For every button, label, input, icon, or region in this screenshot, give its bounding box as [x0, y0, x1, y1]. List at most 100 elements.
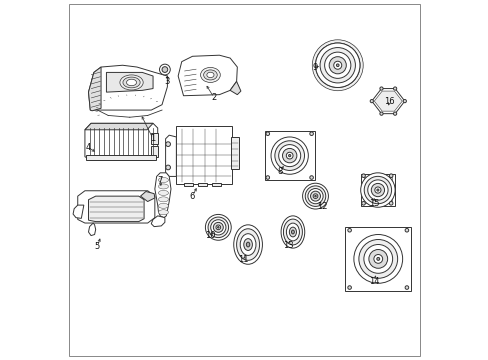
Ellipse shape [203, 70, 217, 80]
Ellipse shape [393, 87, 396, 90]
Ellipse shape [165, 165, 170, 170]
Polygon shape [151, 216, 164, 226]
Ellipse shape [291, 230, 294, 234]
Ellipse shape [369, 99, 373, 103]
Ellipse shape [324, 52, 350, 78]
Text: 2: 2 [211, 93, 216, 102]
Bar [345, 227, 410, 291]
Ellipse shape [310, 191, 320, 201]
Ellipse shape [320, 48, 355, 83]
Ellipse shape [274, 141, 304, 170]
Polygon shape [373, 91, 402, 111]
Text: 13: 13 [283, 241, 293, 250]
Ellipse shape [315, 43, 359, 87]
Ellipse shape [158, 210, 168, 215]
Text: 1: 1 [150, 134, 155, 143]
Ellipse shape [302, 183, 328, 209]
Ellipse shape [315, 43, 359, 87]
Polygon shape [78, 191, 155, 223]
Text: 14: 14 [368, 276, 379, 285]
Ellipse shape [312, 40, 363, 91]
Ellipse shape [122, 77, 140, 88]
Ellipse shape [282, 148, 296, 163]
Ellipse shape [165, 142, 170, 147]
Ellipse shape [289, 227, 296, 237]
Bar [212, 183, 221, 186]
Polygon shape [155, 173, 171, 218]
Ellipse shape [309, 132, 313, 135]
Text: 3: 3 [164, 77, 170, 86]
Polygon shape [88, 223, 96, 235]
Polygon shape [178, 55, 237, 96]
Ellipse shape [374, 187, 380, 193]
Ellipse shape [288, 154, 290, 157]
Polygon shape [165, 135, 176, 176]
Ellipse shape [265, 132, 269, 135]
Polygon shape [88, 196, 144, 222]
Text: 4: 4 [86, 143, 91, 152]
Ellipse shape [210, 220, 225, 235]
Ellipse shape [281, 216, 304, 248]
Ellipse shape [361, 174, 365, 177]
Ellipse shape [265, 176, 269, 179]
Ellipse shape [328, 57, 346, 74]
Ellipse shape [307, 189, 323, 204]
Bar [183, 183, 192, 186]
Text: 11: 11 [238, 255, 248, 264]
Ellipse shape [236, 229, 259, 260]
Polygon shape [88, 65, 167, 110]
Bar [86, 155, 156, 160]
Ellipse shape [233, 225, 262, 264]
Ellipse shape [336, 64, 338, 67]
Text: 16: 16 [384, 97, 394, 106]
Ellipse shape [207, 217, 228, 238]
Bar [151, 146, 158, 157]
Polygon shape [140, 192, 155, 202]
Ellipse shape [283, 219, 302, 245]
Polygon shape [88, 67, 101, 111]
Ellipse shape [200, 67, 220, 82]
Ellipse shape [305, 186, 325, 206]
Ellipse shape [312, 194, 317, 198]
Ellipse shape [404, 286, 408, 289]
Ellipse shape [364, 176, 391, 204]
Ellipse shape [347, 286, 351, 289]
Ellipse shape [158, 177, 168, 183]
Ellipse shape [368, 249, 387, 268]
Polygon shape [230, 81, 241, 95]
Ellipse shape [370, 183, 384, 197]
Polygon shape [106, 72, 153, 92]
Text: 12: 12 [317, 202, 327, 211]
Ellipse shape [388, 174, 392, 177]
Ellipse shape [162, 67, 167, 72]
Ellipse shape [363, 244, 392, 273]
Ellipse shape [379, 112, 382, 115]
Ellipse shape [367, 180, 387, 200]
Text: 5: 5 [95, 242, 100, 251]
Text: 15: 15 [368, 199, 379, 208]
Ellipse shape [379, 87, 382, 90]
Ellipse shape [244, 239, 252, 251]
Ellipse shape [388, 202, 392, 205]
Ellipse shape [158, 190, 168, 195]
Ellipse shape [333, 61, 341, 69]
Polygon shape [371, 89, 404, 114]
Polygon shape [85, 123, 158, 160]
Ellipse shape [216, 225, 220, 230]
Ellipse shape [347, 229, 351, 232]
Text: 6: 6 [189, 192, 195, 201]
Bar [363, 177, 391, 203]
Ellipse shape [158, 197, 168, 202]
Text: 9: 9 [312, 63, 317, 72]
Ellipse shape [205, 215, 231, 240]
Text: 8: 8 [276, 167, 282, 176]
Ellipse shape [240, 234, 255, 255]
Ellipse shape [358, 239, 397, 278]
Ellipse shape [376, 189, 378, 191]
Bar [151, 134, 158, 144]
Bar [176, 126, 231, 184]
Ellipse shape [158, 203, 168, 208]
Ellipse shape [213, 222, 223, 232]
Bar [198, 183, 206, 186]
Polygon shape [73, 205, 83, 219]
